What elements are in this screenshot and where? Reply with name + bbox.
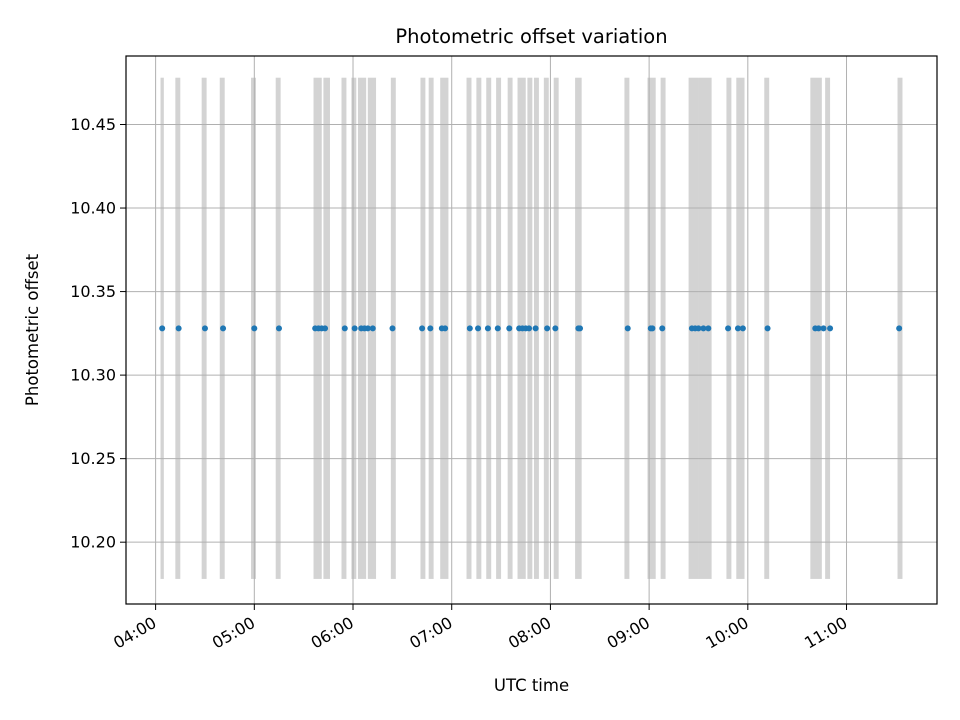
data-point bbox=[475, 325, 482, 332]
data-point bbox=[739, 325, 746, 332]
y-axis-ticks: 10.20 10.25 10.30 10.35 10.40 10.45 bbox=[70, 115, 126, 552]
data-points bbox=[159, 325, 903, 332]
data-point bbox=[159, 325, 166, 332]
data-point bbox=[526, 325, 533, 332]
plot-frame bbox=[125, 55, 938, 605]
y-tick-label: 10.45 bbox=[70, 115, 116, 134]
data-point bbox=[552, 325, 559, 332]
data-point bbox=[364, 325, 371, 332]
y-tick-label: 10.40 bbox=[70, 199, 116, 218]
y-tick-label: 10.25 bbox=[70, 449, 116, 468]
data-point bbox=[351, 325, 358, 332]
data-point bbox=[251, 325, 258, 332]
x-axis-label: UTC time bbox=[494, 676, 569, 695]
data-point bbox=[649, 325, 656, 332]
data-point bbox=[544, 325, 551, 332]
data-point bbox=[659, 325, 666, 332]
data-point bbox=[820, 325, 827, 332]
grid-lines bbox=[126, 56, 937, 604]
data-point bbox=[484, 325, 491, 332]
data-point bbox=[624, 325, 631, 332]
data-point bbox=[695, 325, 702, 332]
data-point bbox=[389, 325, 396, 332]
data-point bbox=[764, 325, 771, 332]
data-point bbox=[705, 325, 712, 332]
data-point bbox=[341, 325, 348, 332]
y-tick-label: 10.35 bbox=[70, 282, 116, 301]
data-point bbox=[577, 325, 584, 332]
data-point bbox=[506, 325, 513, 332]
data-point bbox=[419, 325, 426, 332]
data-point bbox=[369, 325, 376, 332]
data-point bbox=[275, 325, 282, 332]
data-point bbox=[494, 325, 501, 332]
y-tick-label: 10.30 bbox=[70, 366, 116, 385]
y-axis-label: Photometric offset bbox=[23, 253, 42, 406]
data-point bbox=[427, 325, 434, 332]
data-point bbox=[700, 325, 707, 332]
data-point bbox=[532, 325, 539, 332]
chart-title: Photometric offset variation bbox=[395, 25, 667, 48]
data-point bbox=[725, 325, 732, 332]
y-tick-label: 10.20 bbox=[70, 533, 116, 552]
data-point bbox=[734, 325, 741, 332]
data-point bbox=[466, 325, 473, 332]
data-point bbox=[442, 325, 449, 332]
data-point bbox=[815, 325, 822, 332]
data-point bbox=[220, 325, 227, 332]
data-point bbox=[827, 325, 834, 332]
data-point bbox=[201, 325, 208, 332]
data-point bbox=[896, 325, 903, 332]
data-point bbox=[175, 325, 182, 332]
data-point bbox=[322, 325, 329, 332]
